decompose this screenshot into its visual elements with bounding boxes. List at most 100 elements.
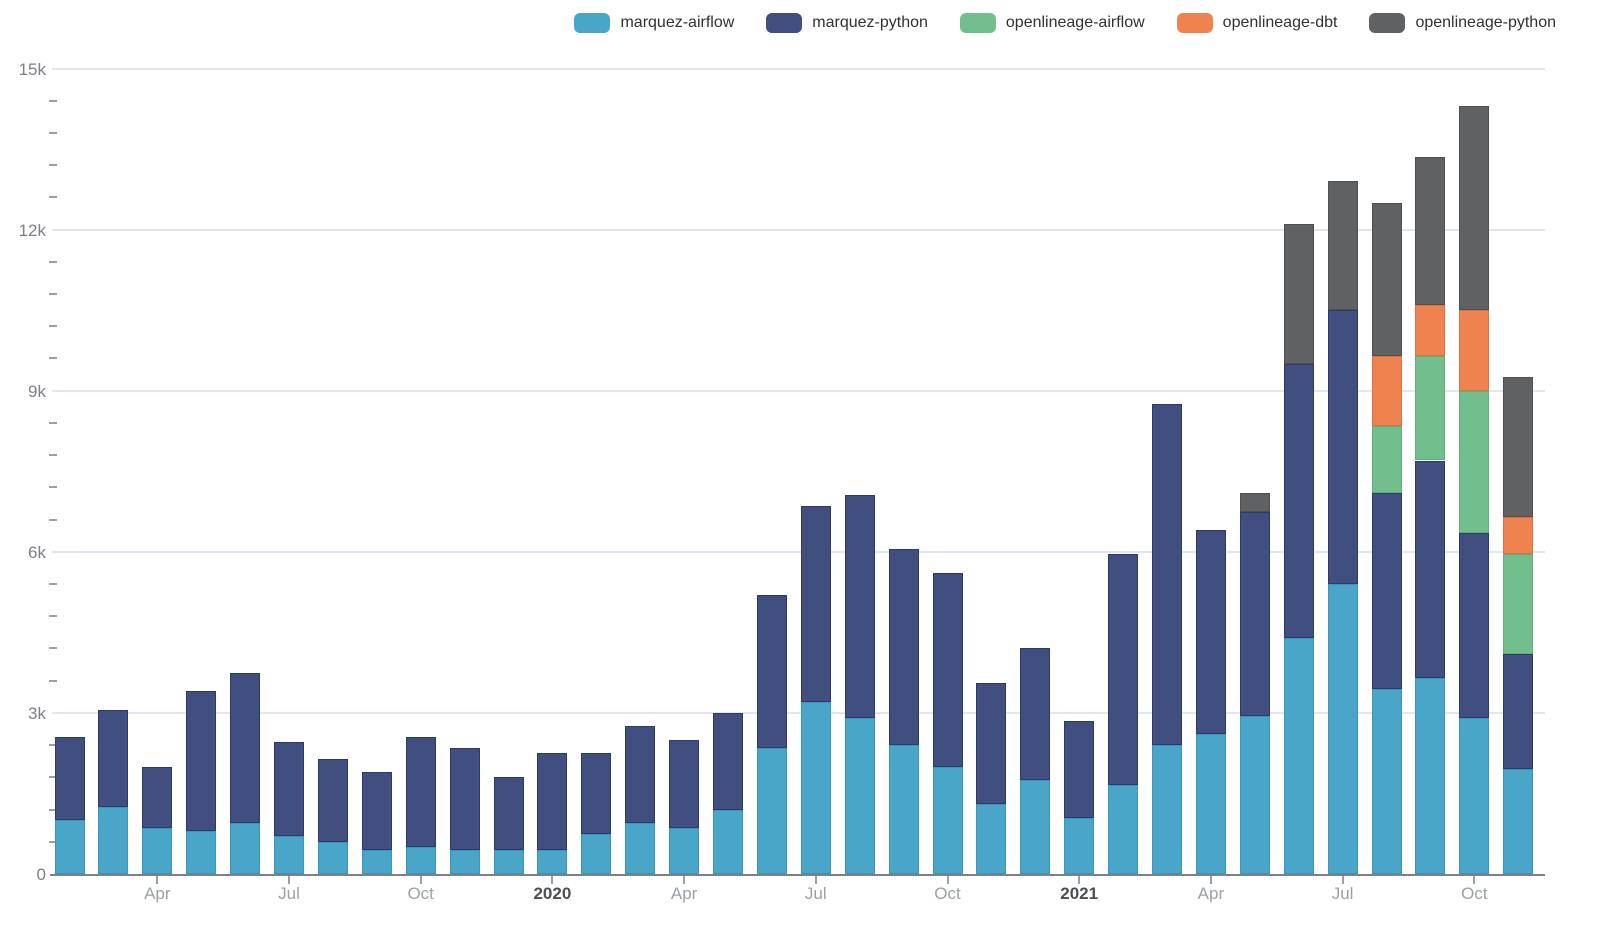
bar-nov-2021-marquez-python[interactable] [1503, 653, 1534, 770]
legend-item-marquez-airflow[interactable]: marquez-airflow [574, 13, 734, 33]
bar-sep-2021-openlineage-airflow[interactable] [1415, 355, 1446, 461]
bar-sep-2020-marquez-airflow[interactable] [888, 745, 919, 874]
bar-dec-2020-marquez-python[interactable] [1020, 648, 1051, 781]
bar-apr-2019-marquez-python[interactable] [142, 766, 173, 829]
bar-apr-2020-marquez-python[interactable] [669, 739, 700, 829]
bar-nov-2021-openlineage-python[interactable] [1503, 377, 1534, 517]
bar-dec-2020-marquez-airflow[interactable] [1020, 780, 1051, 874]
bar-nov-2021-openlineage-airflow[interactable] [1503, 554, 1534, 654]
bar-jul-2020-marquez-python[interactable] [800, 506, 831, 703]
bar-jun-2021-openlineage-python[interactable] [1283, 224, 1314, 364]
bar-aug-2021-openlineage-dbt[interactable] [1371, 355, 1402, 426]
y-minor-tick [49, 99, 57, 102]
bar-feb-2019-marquez-airflow[interactable] [54, 820, 85, 874]
bar-mar-2019-marquez-python[interactable] [98, 710, 129, 807]
bar-jun-2019-marquez-python[interactable] [230, 672, 261, 823]
legend-item-marquez-python[interactable]: marquez-python [766, 13, 928, 33]
bar-feb-2020-marquez-airflow[interactable] [581, 833, 612, 874]
bar-jan-2020-marquez-python[interactable] [537, 753, 568, 850]
bar-oct-2019-marquez-python[interactable] [405, 737, 436, 848]
y-axis-label-15k: 15k [18, 59, 46, 79]
bar-jun-2019-marquez-airflow[interactable] [230, 822, 261, 874]
bar-apr-2020-marquez-airflow[interactable] [669, 828, 700, 874]
bar-aug-2020-marquez-airflow[interactable] [844, 718, 875, 874]
bar-feb-2021-marquez-python[interactable] [1108, 554, 1139, 786]
bar-aug-2021-openlineage-python[interactable] [1371, 202, 1402, 356]
bar-feb-2019-marquez-python[interactable] [54, 737, 85, 821]
bar-mar-2020-marquez-python[interactable] [625, 726, 656, 823]
bar-feb-2020-marquez-python[interactable] [581, 753, 612, 834]
bar-mar-2020-marquez-airflow[interactable] [625, 822, 656, 874]
bar-nov-2019-marquez-airflow[interactable] [449, 849, 480, 874]
bar-jan-2020-marquez-airflow[interactable] [537, 849, 568, 874]
bar-oct-2020-marquez-python[interactable] [932, 573, 963, 767]
bar-oct-2021-openlineage-airflow[interactable] [1459, 390, 1490, 533]
legend-label: openlineage-airflow [1005, 14, 1145, 31]
bar-jun-2020-marquez-airflow[interactable] [756, 747, 787, 874]
bar-dec-2019-marquez-python[interactable] [493, 777, 524, 850]
gridline-15k [52, 67, 1545, 70]
bar-sep-2019-marquez-airflow[interactable] [361, 849, 392, 874]
bar-aug-2021-openlineage-airflow[interactable] [1371, 425, 1402, 493]
bar-nov-2021-openlineage-dbt[interactable] [1503, 516, 1534, 555]
bar-jun-2020-marquez-python[interactable] [756, 594, 787, 748]
bar-may-2019-marquez-airflow[interactable] [186, 831, 217, 874]
bar-jul-2021-marquez-airflow[interactable] [1327, 584, 1358, 874]
bar-may-2021-openlineage-python[interactable] [1239, 492, 1270, 512]
bar-may-2020-marquez-python[interactable] [713, 712, 743, 810]
bar-aug-2020-marquez-python[interactable] [844, 495, 875, 719]
bar-sep-2021-openlineage-python[interactable] [1415, 157, 1446, 305]
bar-jun-2021-marquez-python[interactable] [1283, 363, 1314, 638]
bar-nov-2021-marquez-airflow[interactable] [1503, 769, 1534, 874]
bar-oct-2021-marquez-python[interactable] [1459, 533, 1490, 719]
bar-apr-2019-marquez-airflow[interactable] [142, 828, 173, 874]
bar-sep-2021-marquez-python[interactable] [1415, 460, 1446, 678]
bar-may-2020-marquez-airflow[interactable] [713, 809, 743, 874]
gridline-12k [52, 228, 1545, 231]
bar-nov-2020-marquez-python[interactable] [976, 683, 1007, 805]
bar-sep-2020-marquez-python[interactable] [888, 549, 919, 746]
bar-may-2019-marquez-python[interactable] [186, 691, 217, 832]
bar-nov-2020-marquez-airflow[interactable] [976, 804, 1007, 874]
bar-may-2021-marquez-python[interactable] [1239, 511, 1270, 716]
bar-sep-2019-marquez-python[interactable] [361, 771, 392, 850]
bar-jul-2019-marquez-python[interactable] [274, 742, 304, 837]
bar-oct-2020-marquez-airflow[interactable] [932, 766, 963, 874]
x-axis-label-2021: 2021 [1060, 884, 1099, 903]
bar-jan-2021-marquez-airflow[interactable] [1064, 817, 1095, 874]
y-minor-tick [49, 357, 57, 360]
bar-oct-2021-openlineage-python[interactable] [1459, 106, 1490, 311]
bar-dec-2019-marquez-airflow[interactable] [493, 849, 524, 874]
bar-jan-2021-marquez-python[interactable] [1064, 720, 1095, 818]
bar-apr-2021-marquez-python[interactable] [1195, 530, 1226, 735]
bar-oct-2021-marquez-airflow[interactable] [1459, 718, 1490, 874]
bar-may-2021-marquez-airflow[interactable] [1239, 715, 1270, 874]
bar-oct-2019-marquez-airflow[interactable] [405, 847, 436, 874]
y-minor-tick [49, 840, 57, 843]
legend-item-openlineage-airflow[interactable]: openlineage-airflow [959, 13, 1145, 33]
bar-aug-2019-marquez-airflow[interactable] [317, 841, 348, 874]
legend: marquez-airflow marquez-python openlineage… [574, 13, 1556, 33]
bar-jul-2020-marquez-airflow[interactable] [800, 702, 831, 874]
bar-jun-2021-marquez-airflow[interactable] [1283, 637, 1314, 874]
bar-apr-2021-marquez-airflow[interactable] [1195, 734, 1226, 874]
bar-mar-2019-marquez-airflow[interactable] [98, 806, 129, 874]
x-axis-label-Apr: Apr [144, 884, 171, 903]
bar-aug-2021-marquez-python[interactable] [1371, 492, 1402, 689]
bar-sep-2021-openlineage-dbt[interactable] [1415, 304, 1446, 356]
legend-swatch-marquez-airflow [574, 13, 611, 33]
bar-aug-2019-marquez-python[interactable] [317, 758, 348, 842]
bar-sep-2021-marquez-airflow[interactable] [1415, 677, 1446, 874]
bar-jul-2021-openlineage-python[interactable] [1327, 181, 1358, 311]
bar-aug-2021-marquez-airflow[interactable] [1371, 688, 1402, 874]
bar-jul-2021-marquez-python[interactable] [1327, 310, 1358, 584]
bar-jul-2019-marquez-airflow[interactable] [274, 836, 304, 874]
bar-feb-2021-marquez-airflow[interactable] [1108, 785, 1139, 874]
legend-item-openlineage-python[interactable]: openlineage-python [1369, 13, 1556, 33]
legend-item-openlineage-dbt[interactable]: openlineage-dbt [1176, 13, 1337, 33]
bar-mar-2021-marquez-airflow[interactable] [1152, 745, 1182, 874]
bar-nov-2019-marquez-python[interactable] [449, 747, 480, 850]
x-axis-label-2020: 2020 [533, 884, 572, 903]
bar-mar-2021-marquez-python[interactable] [1152, 404, 1182, 746]
bar-oct-2021-openlineage-dbt[interactable] [1459, 310, 1490, 391]
